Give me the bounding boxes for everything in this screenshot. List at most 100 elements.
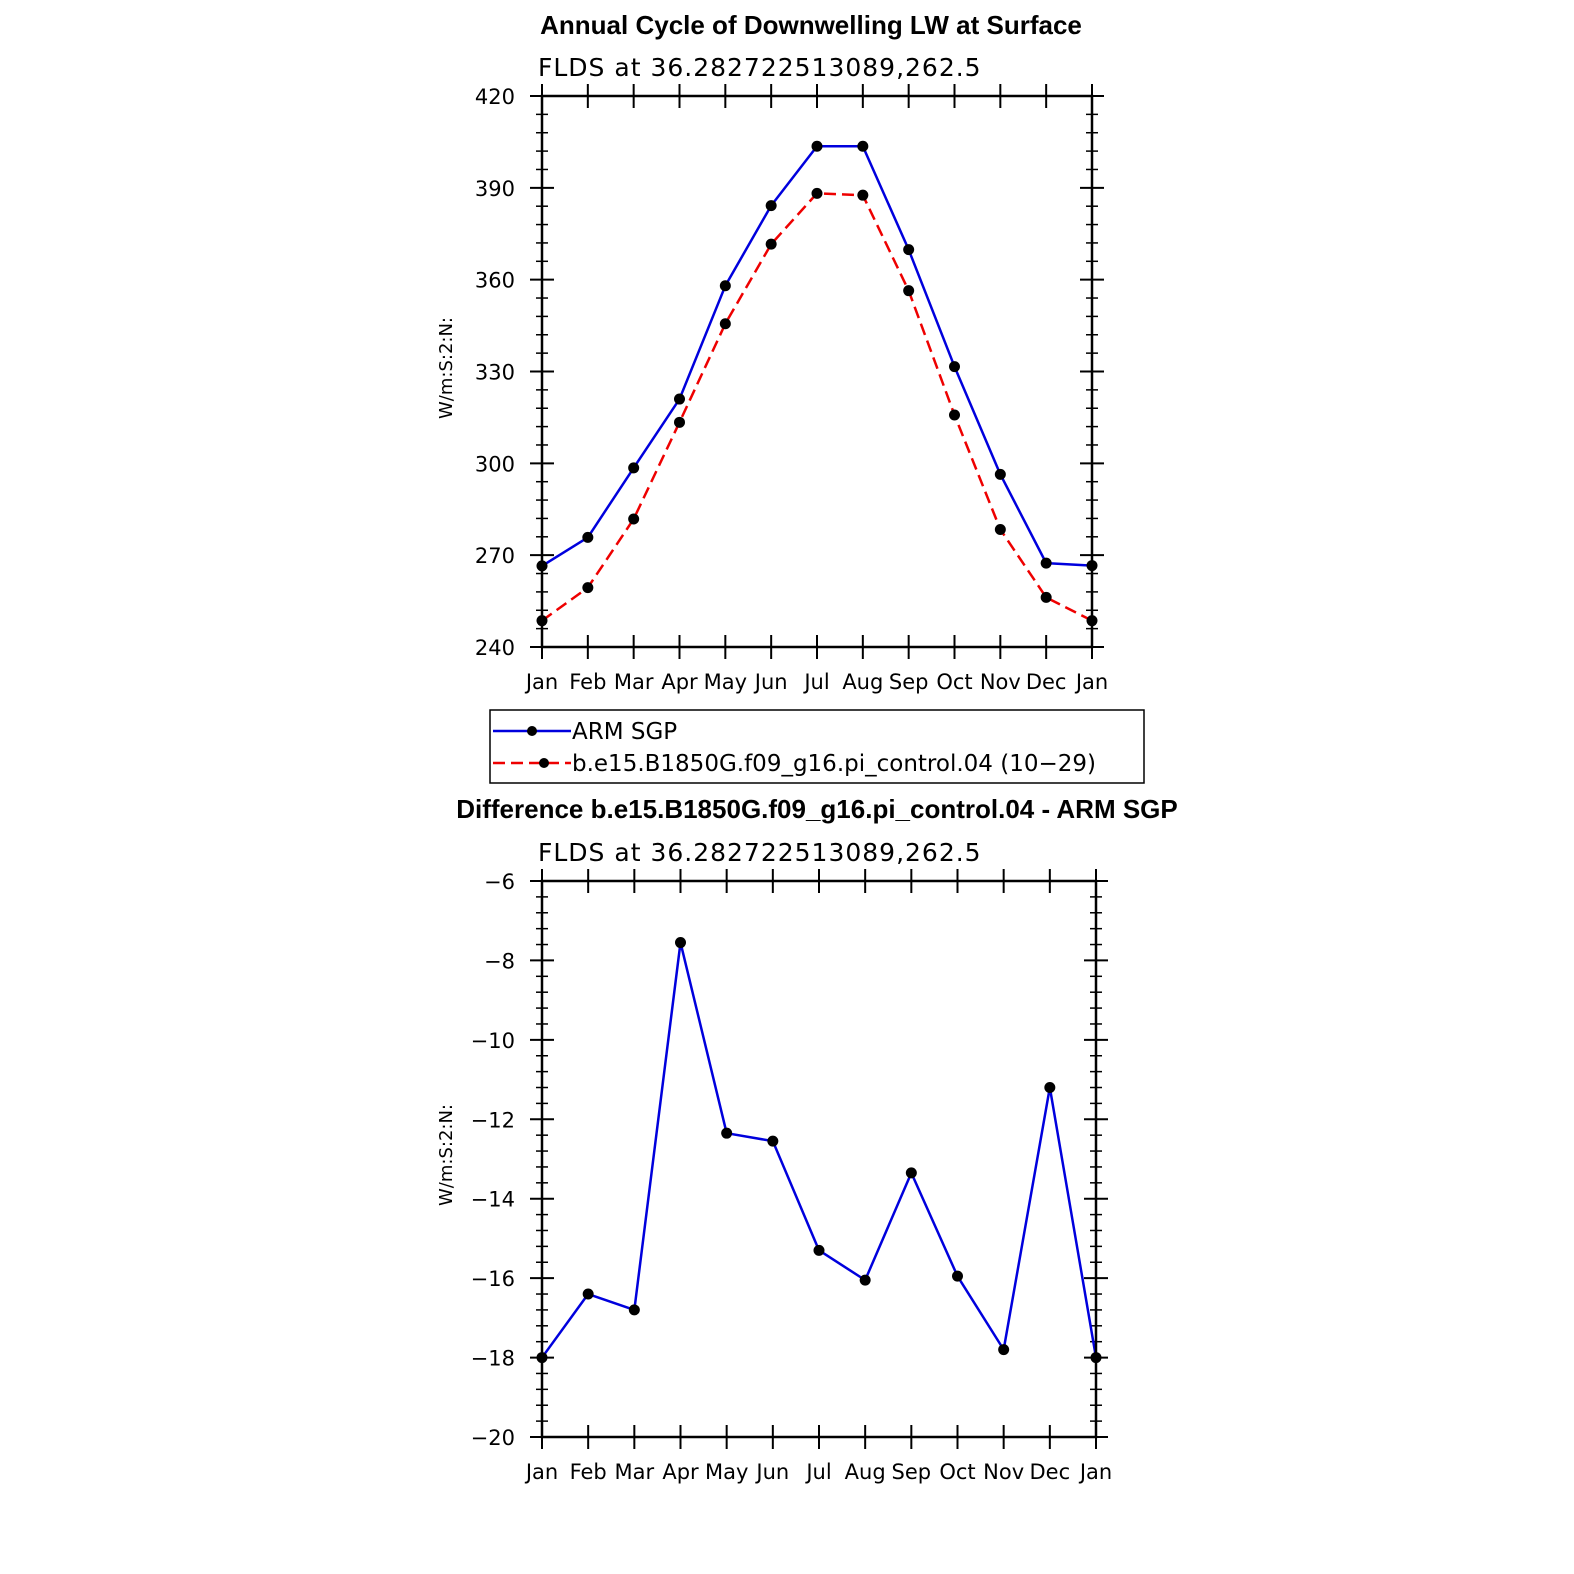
x-tick-label: Feb [569, 670, 606, 694]
x-tick-label: May [704, 670, 747, 694]
chart2-ticks [530, 869, 1108, 1449]
series-1-point [857, 189, 869, 201]
series-0-point [994, 468, 1006, 480]
y-tick-label: −20 [471, 1426, 515, 1450]
series-0-point [582, 531, 594, 543]
x-tick-label: Mar [615, 1460, 655, 1484]
series-0-point [998, 1344, 1010, 1356]
series-0-point [719, 280, 731, 292]
x-tick-label: Jul [804, 1460, 831, 1484]
chart2-plot-frame [540, 879, 1098, 1439]
series-1-point [582, 582, 594, 594]
series-0-point [765, 200, 777, 212]
chart1-subtitle: FLDS at 36.282722513089,262.5 [538, 53, 982, 82]
chart1-y-tick-labels: 240 270 300 330 360 390 420 [475, 85, 515, 660]
x-tick-label: Aug [845, 1460, 886, 1484]
series-0-point [859, 1274, 871, 1286]
chart1-title: Annual Cycle of Downwelling LW at Surfac… [540, 10, 1082, 40]
x-tick-label: Jun [753, 670, 788, 694]
x-tick-label: Feb [570, 1460, 607, 1484]
series-0-point [721, 1127, 733, 1139]
chart2-subtitle: FLDS at 36.282722513089,262.5 [538, 838, 982, 867]
series-0-point [903, 244, 915, 256]
y-tick-label: 390 [475, 177, 515, 201]
series-1-point [811, 187, 823, 199]
x-tick-label: Apr [662, 1460, 699, 1484]
chart1-ticks [530, 84, 1104, 659]
chart2-title: Difference b.e15.B1850G.f09_g16.pi_contr… [456, 794, 1178, 824]
series-0-point [582, 1288, 594, 1300]
annual-cycle-chart: Annual Cycle of Downwelling LW at Surfac… [436, 10, 1108, 694]
chart2-series [536, 937, 1102, 1364]
series-line-0 [540, 941, 1098, 1359]
series-0-point [952, 1270, 963, 1282]
series-0-point [857, 140, 869, 152]
chart1-plot-frame [540, 94, 1094, 649]
y-tick-label: 240 [475, 636, 515, 660]
legend: ARM SGP b.e15.B1850G.f09_g16.pi_control.… [489, 709, 1145, 784]
series-0-point [811, 140, 823, 152]
y-tick-label: 330 [475, 361, 515, 385]
y-tick-label: 360 [475, 269, 515, 293]
series-0-point [767, 1135, 779, 1147]
series-1-point [674, 416, 685, 428]
series-1-point [903, 285, 915, 297]
x-tick-label: Jul [802, 670, 829, 694]
x-tick-label: Sep [889, 670, 929, 694]
x-tick-label: Jun [754, 1460, 789, 1484]
x-tick-label: Aug [842, 670, 883, 694]
series-0-point [813, 1244, 825, 1256]
x-tick-label: Jan [1078, 1460, 1112, 1484]
legend-label-model: b.e15.B1850G.f09_g16.pi_control.04 (10−2… [572, 751, 1096, 777]
x-tick-label: Sep [892, 1460, 932, 1484]
series-1-point [949, 409, 960, 421]
series-0-point [1040, 557, 1052, 569]
chart2-y-tick-labels: −20 −18 −16 −14 −12 −10 −8 −6 [471, 870, 515, 1450]
chart1-x-tick-labels: Jan Feb Mar Apr May Jun Jul Aug Sep Oct Nov Dec Jan [524, 670, 1108, 694]
y-tick-label: −16 [471, 1267, 515, 1291]
series-0-point [1044, 1082, 1056, 1094]
x-tick-label: Nov [983, 1460, 1024, 1484]
y-tick-label: 420 [475, 85, 515, 109]
legend-box [489, 709, 1145, 784]
series-0-point [949, 361, 960, 373]
chart2-x-tick-labels: Jan Feb Mar Apr May Jun Jul Aug Sep Oct Nov Dec Jan [524, 1460, 1112, 1484]
legend-entry-model: b.e15.B1850G.f09_g16.pi_control.04 (10−2… [493, 751, 1096, 777]
series-0-point [675, 937, 686, 949]
x-tick-label: Dec [1026, 670, 1067, 694]
y-tick-label: −14 [471, 1188, 515, 1212]
chart1-series [536, 140, 1098, 627]
series-0-point [905, 1167, 917, 1179]
x-tick-label: Oct [936, 670, 972, 694]
x-tick-label: Nov [980, 670, 1021, 694]
x-tick-label: Jan [1074, 670, 1108, 694]
series-line-1 [541, 192, 1093, 622]
series-1-point [719, 318, 731, 330]
series-1-point [765, 238, 777, 250]
x-tick-label: Oct [939, 1460, 975, 1484]
y-tick-label: −18 [471, 1347, 515, 1371]
legend-entry-arm-sgp: ARM SGP [493, 719, 677, 745]
y-tick-label: −8 [484, 949, 515, 973]
x-tick-label: Dec [1030, 1460, 1071, 1484]
y-tick-label: 270 [475, 544, 515, 568]
x-tick-label: Jan [524, 670, 558, 694]
x-tick-label: Jan [524, 1460, 558, 1484]
legend-marker-model [539, 758, 549, 768]
legend-marker-arm-sgp [527, 726, 537, 736]
series-1-point [1040, 591, 1052, 603]
y-tick-label: 300 [475, 452, 515, 476]
x-tick-label: Apr [661, 670, 698, 694]
chart2-ylabel: W/m:S:2:N: [436, 1104, 457, 1206]
series-0-point [674, 393, 685, 405]
y-tick-label: −12 [471, 1108, 515, 1132]
series-1-point [628, 513, 640, 525]
x-tick-label: May [705, 1460, 748, 1484]
series-0-point [628, 1304, 640, 1316]
series-0-point [628, 462, 640, 474]
x-tick-label: Mar [614, 670, 654, 694]
series-line-0 [541, 144, 1093, 567]
y-tick-label: −10 [471, 1029, 515, 1053]
series-1-point [994, 523, 1006, 535]
